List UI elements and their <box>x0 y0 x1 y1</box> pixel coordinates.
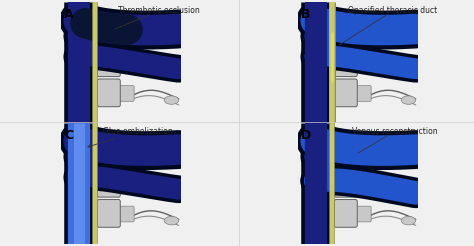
Ellipse shape <box>164 216 179 225</box>
FancyBboxPatch shape <box>86 25 101 40</box>
Text: Opacified thoracic duct: Opacified thoracic duct <box>340 6 438 45</box>
FancyBboxPatch shape <box>354 206 371 222</box>
FancyBboxPatch shape <box>117 206 134 222</box>
FancyBboxPatch shape <box>334 169 357 197</box>
FancyBboxPatch shape <box>86 56 101 70</box>
Text: B: B <box>301 8 311 21</box>
FancyBboxPatch shape <box>97 49 120 77</box>
FancyBboxPatch shape <box>86 176 101 190</box>
FancyBboxPatch shape <box>97 139 120 167</box>
Ellipse shape <box>401 96 416 104</box>
FancyBboxPatch shape <box>323 176 338 190</box>
Text: Venous reconstruction: Venous reconstruction <box>352 127 438 153</box>
FancyBboxPatch shape <box>323 146 338 160</box>
FancyBboxPatch shape <box>117 25 134 41</box>
FancyBboxPatch shape <box>334 139 357 167</box>
FancyBboxPatch shape <box>117 56 134 71</box>
Ellipse shape <box>401 156 416 165</box>
FancyBboxPatch shape <box>334 19 357 46</box>
Ellipse shape <box>401 36 416 44</box>
FancyBboxPatch shape <box>354 176 371 192</box>
FancyBboxPatch shape <box>117 146 134 162</box>
Ellipse shape <box>401 66 416 74</box>
FancyBboxPatch shape <box>97 79 120 107</box>
FancyBboxPatch shape <box>86 206 101 221</box>
Text: Glue embolization: Glue embolization <box>88 127 173 147</box>
FancyBboxPatch shape <box>323 206 338 221</box>
Text: C: C <box>64 129 73 142</box>
FancyBboxPatch shape <box>86 146 101 160</box>
Ellipse shape <box>164 186 179 195</box>
Text: A: A <box>64 8 74 21</box>
Ellipse shape <box>164 66 179 74</box>
FancyBboxPatch shape <box>334 49 357 77</box>
FancyBboxPatch shape <box>334 79 357 107</box>
Text: Thrombotic occlusion: Thrombotic occlusion <box>115 6 200 29</box>
Ellipse shape <box>401 186 416 195</box>
FancyBboxPatch shape <box>117 176 134 192</box>
FancyBboxPatch shape <box>97 19 120 46</box>
FancyBboxPatch shape <box>323 25 338 40</box>
FancyBboxPatch shape <box>97 169 120 197</box>
FancyBboxPatch shape <box>354 56 371 71</box>
Ellipse shape <box>164 36 179 44</box>
FancyBboxPatch shape <box>86 86 101 100</box>
FancyBboxPatch shape <box>323 56 338 70</box>
Ellipse shape <box>401 216 416 225</box>
FancyBboxPatch shape <box>354 25 371 41</box>
Ellipse shape <box>164 156 179 165</box>
FancyBboxPatch shape <box>97 200 120 227</box>
FancyBboxPatch shape <box>354 146 371 162</box>
FancyBboxPatch shape <box>334 200 357 227</box>
FancyBboxPatch shape <box>323 86 338 100</box>
FancyBboxPatch shape <box>354 86 371 101</box>
Ellipse shape <box>164 96 179 104</box>
Text: D: D <box>301 129 311 142</box>
FancyBboxPatch shape <box>117 86 134 101</box>
